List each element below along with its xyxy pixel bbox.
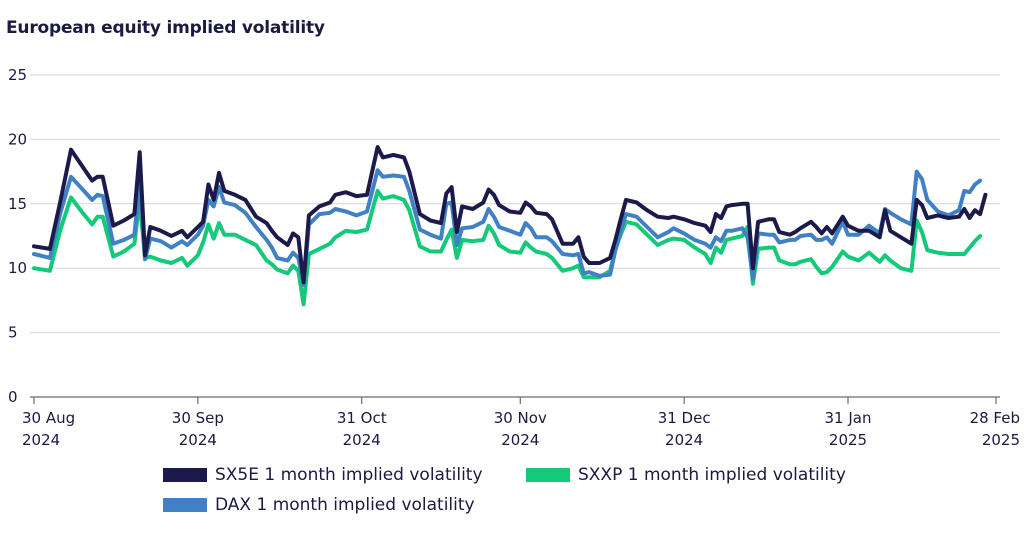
x-tick-label: 28 Feb	[970, 409, 1020, 427]
y-tick-label: 10	[8, 259, 27, 277]
series-line-dax	[32, 168, 983, 287]
legend-label-sx5e: SX5E 1 month implied volatility	[215, 465, 483, 485]
y-tick-label: 15	[8, 195, 27, 213]
legend-swatch-dax	[163, 498, 207, 512]
series-lines	[32, 145, 988, 307]
x-tick-label-year: 2024	[179, 431, 217, 449]
x-tick-label-year: 2025	[829, 431, 867, 449]
x-tick-label-year: 2024	[665, 431, 703, 449]
series-line-sx5e	[32, 145, 988, 285]
x-tick-label: 30 Aug	[22, 409, 75, 427]
legend-swatch-sx5e	[163, 468, 207, 482]
x-tick-label: 31 Dec	[658, 409, 711, 427]
chart-title: European equity implied volatility	[6, 18, 325, 38]
legend-swatch-sxxp	[526, 468, 570, 482]
x-tick-label-year: 2024	[22, 431, 60, 449]
y-tick-label: 0	[8, 388, 18, 406]
x-tick-label: 30 Sep	[172, 409, 224, 427]
x-tick-label: 31 Jan	[825, 409, 872, 427]
x-axis-ticks: 30 Aug 2024 30 Sep 2024 31 Oct 2024 30 Nov 2024…	[22, 397, 1020, 449]
series-line-sxxp	[32, 188, 983, 307]
x-tick-label-year: 2024	[343, 431, 381, 449]
y-tick-label: 25	[8, 66, 27, 84]
gridlines	[30, 74, 1000, 398]
legend-label-sxxp: SXXP 1 month implied volatility	[578, 465, 846, 485]
legend-item-dax: DAX 1 month implied volatility	[163, 495, 475, 515]
x-tick-label-year: 2024	[501, 431, 539, 449]
x-tick-label: 31 Oct	[337, 409, 387, 427]
legend-label-dax: DAX 1 month implied volatility	[215, 495, 475, 515]
legend-item-sx5e: SX5E 1 month implied volatility	[163, 465, 483, 485]
y-axis-ticks: 0 5 10 15 20 25	[8, 66, 27, 406]
legend-item-sxxp: SXXP 1 month implied volatility	[526, 465, 846, 485]
y-tick-label: 20	[8, 130, 27, 148]
y-tick-label: 5	[8, 324, 18, 342]
x-tick-label: 30 Nov	[494, 409, 547, 427]
x-tick-label-year: 2025	[982, 431, 1020, 449]
